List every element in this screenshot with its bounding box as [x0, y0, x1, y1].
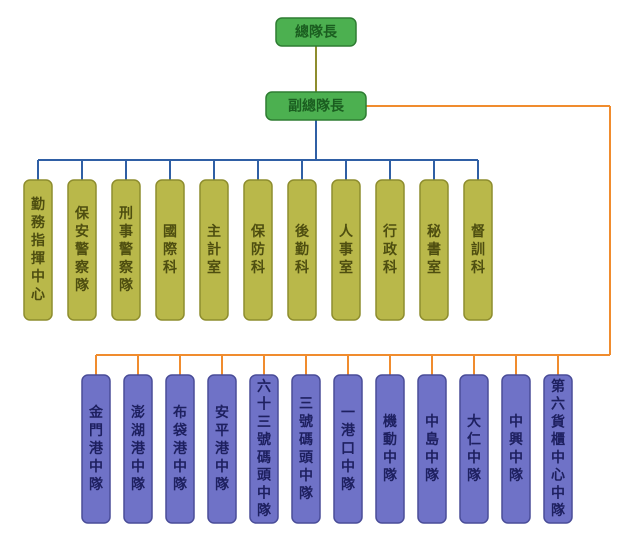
r2-7-label: 人事室 — [339, 223, 354, 275]
root-label: 總隊長 — [295, 24, 338, 40]
r3-1-label: 澎湖港中隊 — [131, 404, 146, 492]
r3-11-label: 第六貨櫃中心中隊 — [550, 378, 566, 518]
r2-9-label: 秘書室 — [427, 223, 441, 275]
r2-3-label: 國際科 — [163, 223, 178, 275]
r2-6-label: 後勤科 — [295, 223, 310, 275]
r2-5-label: 保防科 — [250, 223, 266, 275]
org-chart: 總隊長副總隊長勤務指揮中心保安警察隊刑事警察隊國際科主計室保防科後勤科人事室行政… — [0, 0, 636, 539]
r3-0-label: 金門港中隊 — [88, 404, 104, 492]
r3-6-label: 一港口中隊 — [341, 404, 356, 492]
r3-4-label: 六十三號碼頭中隊 — [256, 378, 272, 518]
r3-3-label: 安平港中隊 — [215, 404, 230, 492]
deputy-label: 副總隊長 — [288, 98, 345, 114]
r2-1-label: 保安警察隊 — [74, 205, 90, 293]
r3-2-label: 布袋港中隊 — [172, 404, 188, 492]
r2-10-label: 督訓科 — [471, 223, 485, 275]
r2-2-label: 刑事警察隊 — [119, 205, 134, 293]
r2-8-label: 行政科 — [382, 223, 398, 275]
r2-4-label: 主計室 — [207, 223, 221, 275]
